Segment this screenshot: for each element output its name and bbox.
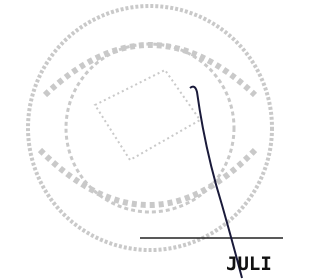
signatory-name: JULI: [226, 253, 272, 275]
document-scan: JULI: [0, 0, 283, 280]
